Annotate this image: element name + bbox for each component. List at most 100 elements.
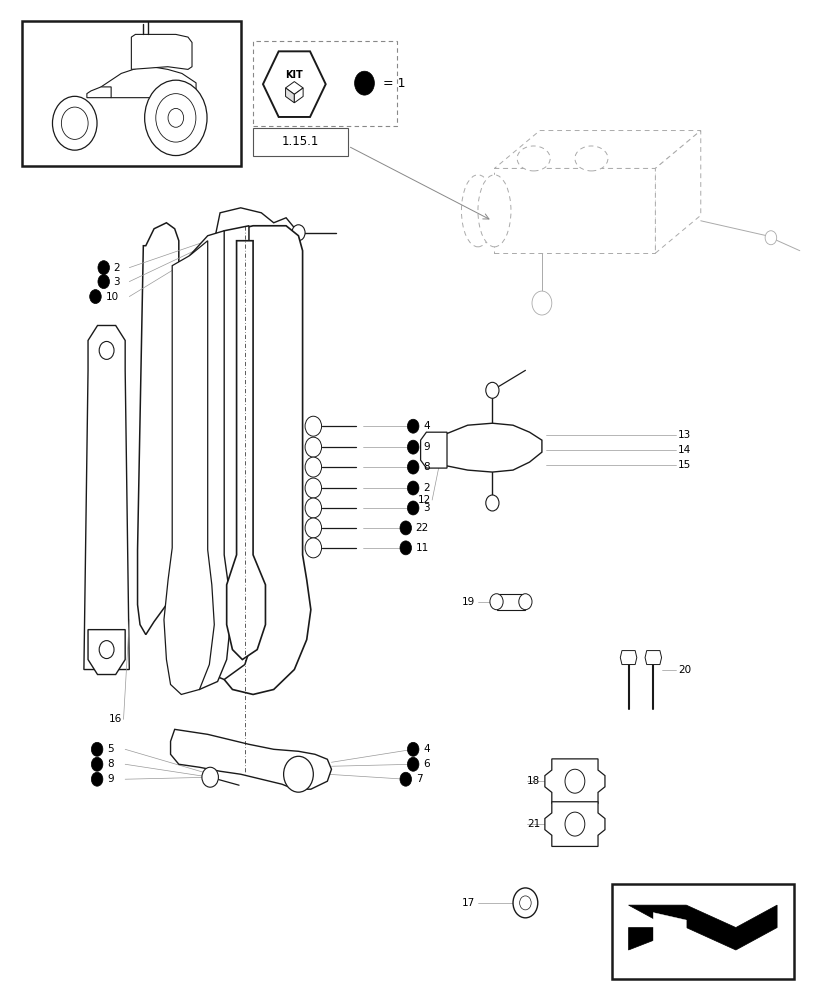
Text: 22: 22 [415,523,428,533]
Circle shape [519,594,532,610]
Circle shape [91,772,103,786]
Text: 9: 9 [107,774,113,784]
Bar [253,128,347,156]
Circle shape [407,481,418,495]
Polygon shape [644,651,661,665]
Text: 2: 2 [423,483,429,493]
Circle shape [304,538,321,558]
Text: 20: 20 [677,665,691,675]
Text: 7: 7 [415,774,422,784]
Polygon shape [655,131,700,253]
Circle shape [407,757,418,771]
Text: 2: 2 [113,263,120,273]
Polygon shape [544,802,605,846]
Text: 15: 15 [677,460,691,470]
Polygon shape [496,594,525,610]
Polygon shape [420,432,447,468]
Circle shape [407,501,418,515]
Circle shape [89,290,101,304]
Circle shape [490,594,503,610]
Polygon shape [164,241,214,694]
Circle shape [155,94,196,142]
Circle shape [52,96,97,150]
Polygon shape [628,905,777,950]
Text: 1.15.1: 1.15.1 [281,135,319,148]
Circle shape [407,419,418,433]
Circle shape [91,757,103,771]
Ellipse shape [574,146,607,171]
Text: 13: 13 [677,430,691,440]
Text: 3: 3 [423,503,429,513]
Circle shape [407,440,418,454]
Circle shape [485,495,499,511]
Polygon shape [131,34,192,69]
Circle shape [764,231,776,245]
Text: 18: 18 [527,776,540,786]
Circle shape [407,742,418,756]
Bar [253,41,397,126]
Circle shape [399,521,411,535]
Text: = 1: = 1 [382,77,404,90]
Circle shape [99,641,114,659]
Polygon shape [227,241,265,660]
Polygon shape [87,87,111,98]
Polygon shape [137,223,179,635]
Polygon shape [285,88,294,103]
Text: 6: 6 [423,759,429,769]
Circle shape [291,225,304,241]
Polygon shape [202,226,257,680]
Circle shape [304,518,321,538]
Circle shape [564,812,584,836]
Text: 5: 5 [107,744,113,754]
Polygon shape [494,168,655,253]
Circle shape [407,460,418,474]
Circle shape [519,896,531,910]
Polygon shape [88,630,125,675]
Circle shape [304,457,321,477]
Text: KIT: KIT [285,70,303,80]
Circle shape [91,742,103,756]
Polygon shape [84,325,129,670]
Text: 8: 8 [423,462,429,472]
Text: 12: 12 [418,495,431,505]
Polygon shape [263,51,325,117]
Circle shape [168,108,184,127]
Text: 4: 4 [423,744,429,754]
Polygon shape [494,131,700,168]
Circle shape [532,291,551,315]
Circle shape [99,341,114,359]
Polygon shape [619,651,636,665]
Circle shape [304,416,321,436]
Polygon shape [442,423,541,472]
Circle shape [399,541,411,555]
Text: 14: 14 [677,445,691,455]
Polygon shape [294,88,303,103]
Text: 3: 3 [113,277,120,287]
Circle shape [304,437,321,457]
Polygon shape [170,729,331,789]
Circle shape [98,261,109,275]
Circle shape [304,478,321,498]
Polygon shape [544,759,605,804]
Ellipse shape [461,175,494,247]
Text: 21: 21 [527,819,540,829]
Circle shape [485,382,499,398]
Text: 11: 11 [415,543,428,553]
Polygon shape [181,231,231,689]
Circle shape [564,769,584,793]
Text: 16: 16 [108,714,122,724]
Polygon shape [285,82,303,94]
Text: 9: 9 [423,442,429,452]
Circle shape [304,498,321,518]
Circle shape [98,275,109,289]
Polygon shape [216,208,294,246]
Text: 4: 4 [423,421,429,431]
Text: 19: 19 [461,597,475,607]
Ellipse shape [517,146,549,171]
Circle shape [354,71,374,95]
Circle shape [145,80,207,156]
Text: 10: 10 [105,292,118,302]
Circle shape [284,756,313,792]
Circle shape [399,772,411,786]
Bar [611,884,792,979]
